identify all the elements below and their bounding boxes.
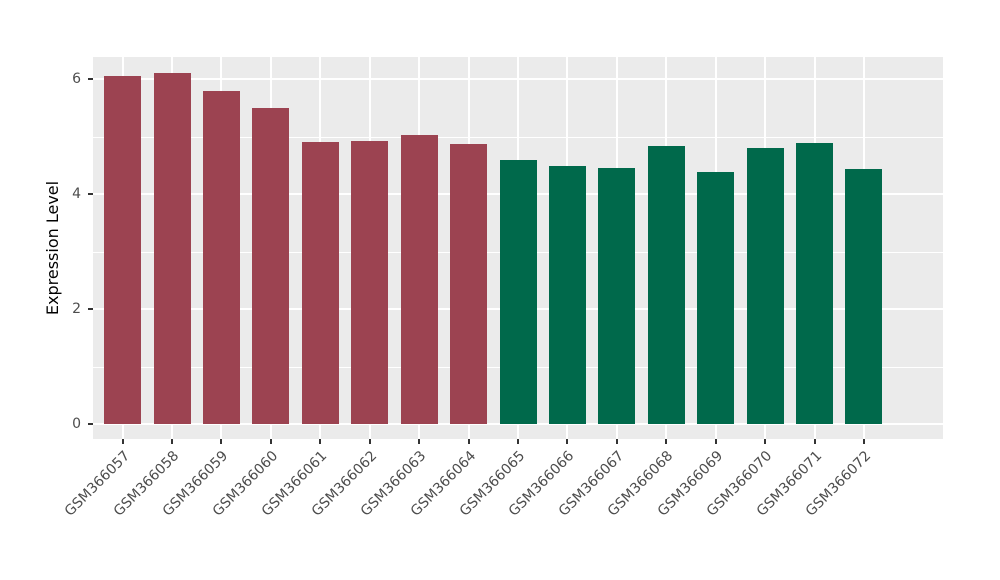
- y-tick-label: 6: [72, 71, 81, 87]
- y-tick-label: 4: [72, 186, 81, 202]
- x-tick-mark: [368, 439, 371, 444]
- bar-GSM366062: [351, 141, 389, 424]
- x-tick-mark: [418, 439, 421, 444]
- bar-GSM366063: [400, 135, 438, 424]
- bar-GSM366064: [450, 143, 488, 424]
- bar-GSM366058: [153, 73, 191, 424]
- x-tick-mark: [269, 439, 272, 444]
- bar-GSM366068: [647, 146, 685, 424]
- y-tick-mark: [88, 308, 93, 310]
- bar-GSM366059: [202, 90, 240, 424]
- bar-GSM366057: [104, 76, 142, 424]
- x-tick-mark: [764, 439, 767, 444]
- bar-GSM366072: [845, 169, 883, 424]
- x-tick-mark: [467, 439, 470, 444]
- x-tick-mark: [566, 439, 569, 444]
- bar-GSM366060: [252, 107, 290, 424]
- x-tick-mark: [319, 439, 322, 444]
- x-tick-mark: [813, 439, 816, 444]
- bar-GSM366071: [796, 143, 833, 424]
- bar-GSM366066: [548, 166, 586, 424]
- x-tick-mark: [121, 439, 124, 444]
- x-tick-mark: [220, 439, 223, 444]
- x-tick-mark: [615, 439, 618, 444]
- x-tick-mark: [862, 439, 865, 444]
- plot-panel: [93, 57, 943, 439]
- bar-GSM366061: [301, 142, 339, 424]
- y-axis-title: Expression Level: [43, 180, 62, 316]
- x-tick-mark: [517, 439, 519, 444]
- x-tick-mark: [665, 439, 668, 444]
- y-tick-mark: [88, 423, 93, 425]
- bar-GSM366065: [499, 159, 537, 424]
- bar-GSM366069: [697, 172, 735, 424]
- y-tick-mark: [88, 78, 93, 80]
- x-tick-mark: [171, 439, 174, 444]
- y-tick-mark: [88, 193, 93, 195]
- x-tick-mark: [714, 439, 717, 444]
- bar-GSM366070: [746, 148, 784, 424]
- y-tick-label: 2: [72, 301, 81, 317]
- bar-GSM366067: [598, 167, 636, 424]
- y-tick-label: 0: [72, 416, 81, 432]
